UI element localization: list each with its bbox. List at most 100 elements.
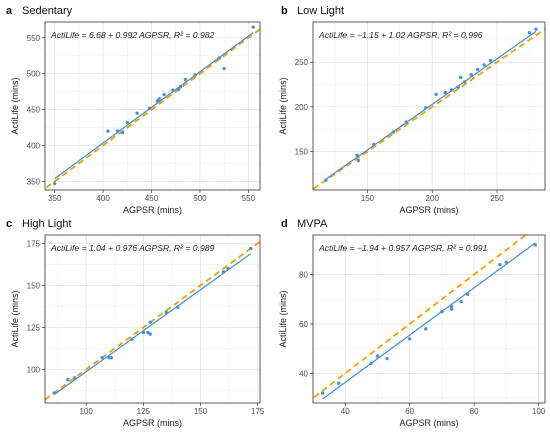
y-tick-label: 450 <box>27 106 41 115</box>
y-axis-title: ActiLife (mins) <box>278 290 288 347</box>
identity-line <box>45 240 260 401</box>
panel-letter: b <box>281 5 288 17</box>
y-tick-label: 40 <box>299 369 308 378</box>
x-tick-label: 250 <box>490 194 504 203</box>
plot-area <box>313 235 545 403</box>
data-point <box>355 153 359 157</box>
y-tick-label: 100 <box>27 365 41 374</box>
x-axis-title: AGPSR (mins) <box>399 418 458 428</box>
data-point <box>120 130 125 135</box>
data-point <box>100 355 104 360</box>
x-axis-title: AGPSR (mins) <box>123 418 182 428</box>
data-point <box>407 337 412 341</box>
panel-letter: a <box>6 5 13 17</box>
data-point <box>385 356 389 361</box>
panel-letter: d <box>281 218 288 230</box>
data-point <box>175 305 180 309</box>
x-tick-label: 150 <box>361 194 375 203</box>
y-tick-label: 200 <box>295 103 309 112</box>
data-point <box>434 92 438 97</box>
data-point <box>324 178 328 182</box>
data-point <box>125 120 130 125</box>
data-point <box>148 332 152 336</box>
data-point <box>375 354 380 358</box>
x-tick-label: 100 <box>532 407 546 416</box>
y-axis-title: ActiLife (mins) <box>10 77 20 134</box>
data-point <box>66 377 70 382</box>
data-point <box>106 129 110 133</box>
y-tick-label: 250 <box>295 58 309 67</box>
y-tick-label: 400 <box>27 141 41 150</box>
regression-line <box>53 253 252 396</box>
plot-border <box>44 234 261 404</box>
x-tick-label: 125 <box>137 407 151 416</box>
data-point <box>249 246 253 251</box>
y-tick-label: 150 <box>27 281 41 290</box>
panel-a: a Sedentary 350 400 450 500 550 350 400 450 500 550… <box>6 5 261 215</box>
y-tick-label: 150 <box>295 148 309 157</box>
data-point <box>176 87 181 92</box>
data-point <box>183 77 188 82</box>
panel-title: High Light <box>22 218 72 230</box>
data-point <box>488 58 493 63</box>
data-point <box>424 327 428 331</box>
panel-letter: c <box>6 218 12 230</box>
data-point <box>109 355 114 360</box>
data-point <box>469 73 473 77</box>
equation-label: ActiLife = −1.94 + 0.957 AGPSR, R² = 0.9… <box>318 243 488 253</box>
y-tick-label: 175 <box>27 239 41 248</box>
data-point <box>217 56 222 60</box>
regression-line <box>322 242 536 400</box>
data-point <box>449 307 454 311</box>
data-point <box>391 130 396 134</box>
identity-line <box>45 28 260 190</box>
panel-d: d MVPA 40 60 80 100 40 60 80 AGPSR (mins) ActiLife… <box>278 218 546 428</box>
data-point <box>147 106 152 110</box>
data-point <box>320 391 325 395</box>
data-point <box>424 106 428 110</box>
panel-title: Sedentary <box>22 5 73 17</box>
data-point <box>141 330 146 335</box>
y-axis-title: ActiLife (mins) <box>278 77 288 134</box>
x-tick-label: 150 <box>194 407 208 416</box>
data-point <box>251 25 255 29</box>
y-tick-label: 80 <box>299 271 308 280</box>
x-tick-label: 60 <box>405 407 414 416</box>
data-point <box>130 337 134 341</box>
data-point <box>459 75 463 80</box>
y-tick-label: 60 <box>299 320 308 329</box>
data-point <box>171 88 175 92</box>
y-tick-label: 125 <box>27 323 41 332</box>
regression-line <box>325 30 537 180</box>
data-point <box>356 158 361 163</box>
data-point <box>52 181 57 186</box>
data-point <box>164 310 168 314</box>
data-point <box>221 270 226 274</box>
plot-border <box>312 234 546 404</box>
x-tick-label: 450 <box>145 194 159 203</box>
data-point <box>148 320 152 325</box>
data-point <box>534 27 538 31</box>
identity-line <box>313 235 528 400</box>
equation-label: ActiLife = 1.04 + 0.976 AGPSR, R² = 0.98… <box>50 243 215 253</box>
x-tick-label: 550 <box>242 194 256 203</box>
y-tick-label: 350 <box>27 177 41 186</box>
data-point <box>115 129 120 133</box>
data-point <box>443 90 447 95</box>
data-point <box>449 304 454 309</box>
data-point <box>162 92 166 97</box>
equation-label: ActiLife = −1.15 + 1.02 AGPSR, R² = 0.99… <box>318 30 483 40</box>
x-tick-label: 175 <box>251 407 265 416</box>
data-point <box>52 391 56 395</box>
y-tick-label: 500 <box>27 70 41 79</box>
data-point <box>498 262 502 267</box>
x-tick-label: 400 <box>96 194 110 203</box>
x-axis-title: AGPSR (mins) <box>399 205 458 215</box>
data-point <box>73 376 77 380</box>
data-point <box>440 309 444 314</box>
panel-c: c High Light 100 125 150 175 100 125 150 175 AGPSR… <box>6 218 265 428</box>
x-axis-title: AGPSR (mins) <box>123 205 182 215</box>
x-tick-label: 500 <box>193 194 207 203</box>
x-tick-label: 40 <box>341 407 350 416</box>
